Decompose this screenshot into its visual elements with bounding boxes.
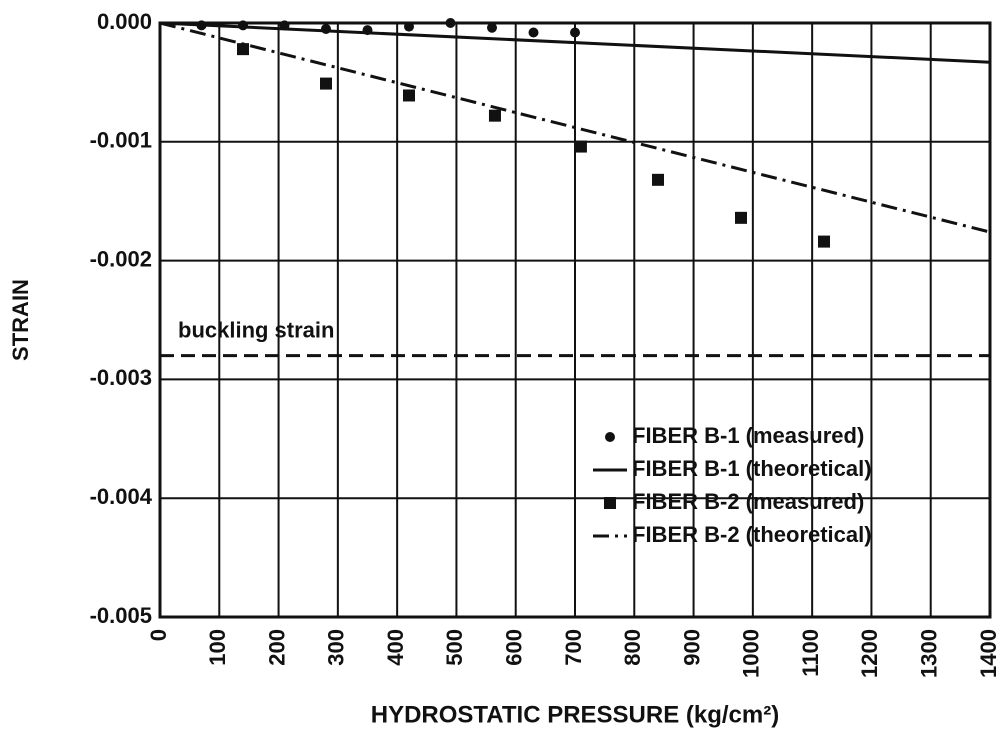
data-point <box>237 43 249 56</box>
x-tick-label: 1400 <box>976 629 1001 678</box>
y-tick-label: -0.004 <box>90 484 153 509</box>
legend-label: FIBER B-2 (theoretical) <box>632 522 872 547</box>
y-tick-label: 0.000 <box>97 9 152 34</box>
y-axis-label: STRAIN <box>8 279 33 361</box>
x-tick-label: 1100 <box>798 629 823 677</box>
x-tick-label: 400 <box>383 629 408 666</box>
data-line <box>159 21 991 64</box>
legend-label: FIBER B-1 (theoretical) <box>632 456 872 481</box>
x-axis-label: HYDROSTATIC PRESSURE (kg/cm²) <box>371 701 779 728</box>
data-point <box>652 173 664 186</box>
x-tick-label: 700 <box>561 629 586 666</box>
data-point <box>574 140 587 153</box>
data-point <box>818 235 830 248</box>
x-tick-label: 0 <box>146 629 171 641</box>
data-point <box>320 77 332 90</box>
data-point <box>404 21 414 32</box>
x-tick-label: 1300 <box>917 629 942 678</box>
y-tick-label: -0.003 <box>90 365 152 390</box>
x-tick-label: 1000 <box>739 629 764 678</box>
data-point <box>487 22 497 33</box>
x-tick-label: 800 <box>620 629 645 666</box>
y-tick-label: -0.002 <box>90 246 152 271</box>
annotation: buckling strain <box>178 317 334 342</box>
data-line <box>159 21 991 234</box>
x-tick-label: 300 <box>324 629 349 666</box>
data-point <box>488 109 501 122</box>
y-tick-label: -0.001 <box>90 128 152 153</box>
data-point <box>403 89 415 102</box>
x-tick-label: 500 <box>442 629 467 666</box>
x-tick-label: 1200 <box>857 629 882 678</box>
data-point <box>528 27 539 38</box>
data-point <box>735 211 747 224</box>
y-tick-label: -0.005 <box>90 603 152 628</box>
x-tick-label: 100 <box>205 629 230 666</box>
legend-label: FIBER B-2 (measured) <box>632 489 864 514</box>
data-point <box>445 18 456 28</box>
x-tick-label: 600 <box>502 629 527 666</box>
legend-marker <box>605 432 615 442</box>
plot-frame <box>158 21 992 619</box>
x-tick-label: 200 <box>264 629 289 666</box>
legend-label: FIBER B-1 (measured) <box>632 423 864 448</box>
data-point <box>570 27 580 38</box>
x-tick-label: 900 <box>679 629 704 666</box>
legend-marker <box>604 497 616 509</box>
